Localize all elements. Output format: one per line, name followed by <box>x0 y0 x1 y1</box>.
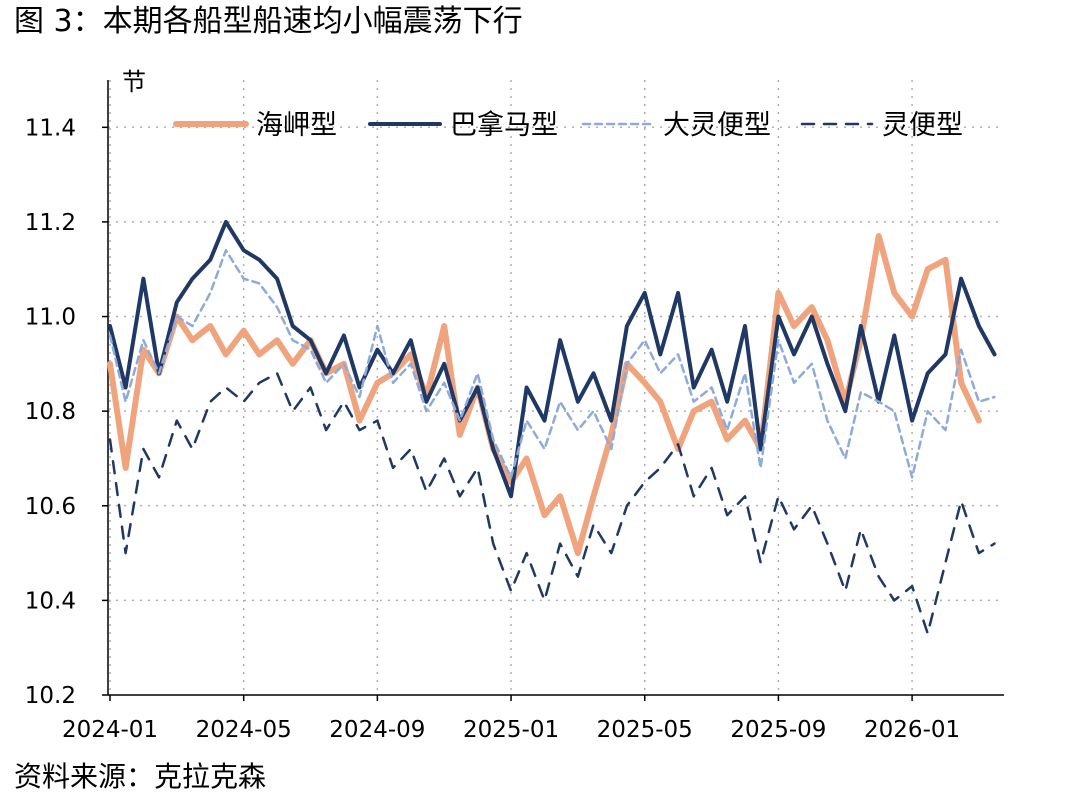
y-tick-label: 11.4 <box>25 115 76 141</box>
y-ticks: 10.2 10.4 10.6 10.8 11.0 11.2 11.4 <box>25 115 108 709</box>
x-tick-label: 2025-09 <box>730 717 826 743</box>
y-tick-label: 10.4 <box>25 588 76 614</box>
legend-label-1: 海岬型 <box>256 110 337 141</box>
x-tick-label: 2026-01 <box>864 717 960 743</box>
figure-title: 图 3：本期各船型船速均小幅震荡下行 <box>14 4 523 39</box>
y-tick-label: 10.8 <box>25 399 76 425</box>
grid-lines <box>108 80 1004 695</box>
series-line-4 <box>108 372 996 635</box>
x-tick-label: 2025-05 <box>597 717 693 743</box>
legend-label-3: 大灵便型 <box>663 110 771 141</box>
x-tick-label: 2024-05 <box>196 717 292 743</box>
source-note: 资料来源：克拉克森 <box>14 760 267 793</box>
x-ticks: 2024-01 2024-05 2024-09 2025-01 2025-05 2025-… <box>62 695 960 743</box>
x-tick-label: 2025-01 <box>463 717 559 743</box>
legend-label-4: 灵便型 <box>882 110 963 141</box>
series-lines <box>107 219 997 635</box>
y-tick-label: 10.6 <box>25 494 76 520</box>
legend: 海岬型 巴拿马型 大灵便型 灵便型 <box>173 110 963 141</box>
y-tick-label: 11.2 <box>25 210 76 236</box>
y-tick-label: 11.0 <box>25 305 76 331</box>
y-tick-label: 10.2 <box>25 683 76 709</box>
x-tick-label: 2024-01 <box>62 717 158 743</box>
y-axis-unit-label: 节 <box>122 68 146 96</box>
series-line-3 <box>108 249 996 479</box>
series-line-2 <box>108 219 997 499</box>
legend-label-2: 巴拿马型 <box>450 110 558 141</box>
axes: 节 <box>107 68 1004 696</box>
x-tick-label: 2024-09 <box>329 717 425 743</box>
series-line-1 <box>107 233 982 557</box>
